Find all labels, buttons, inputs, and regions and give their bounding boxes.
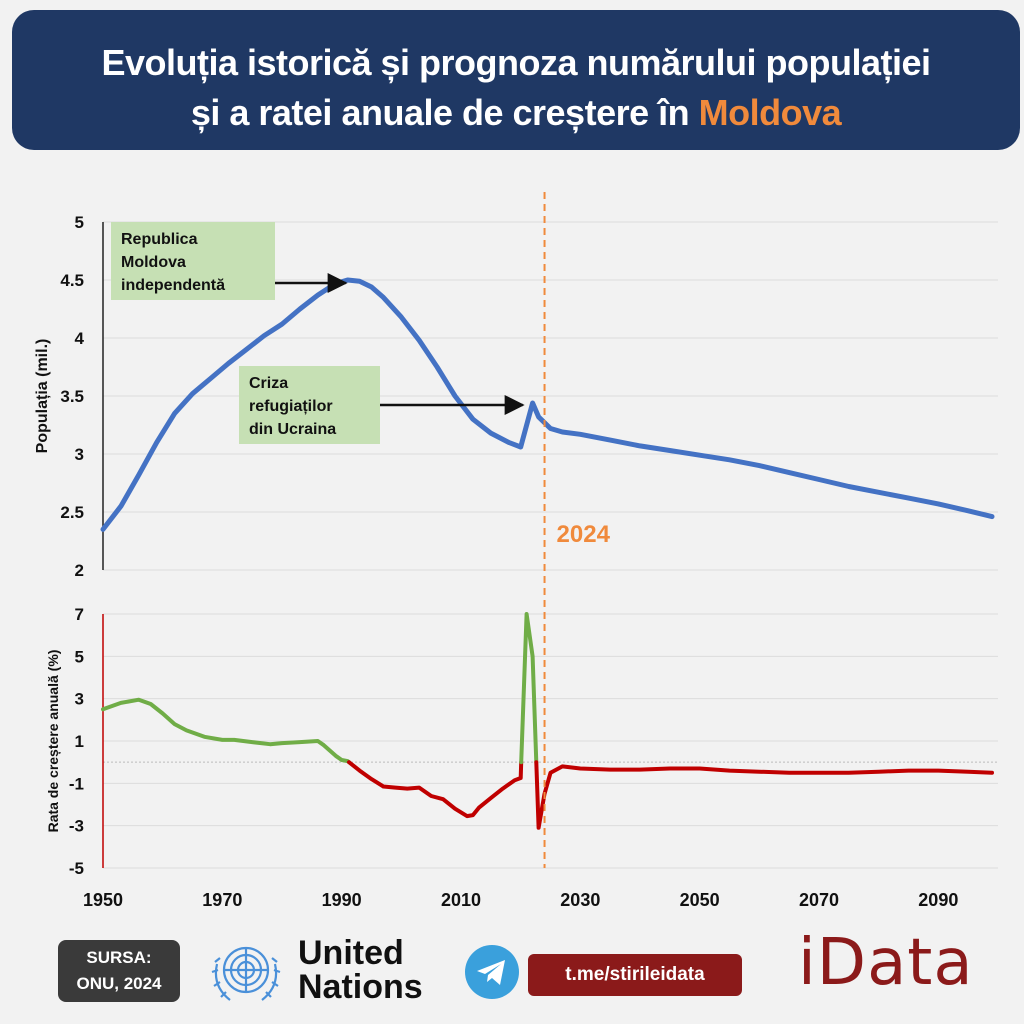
pop-tick-label: 3 xyxy=(75,445,84,464)
annotation-box xyxy=(111,222,275,300)
un-logo: United Nations xyxy=(206,934,436,1010)
annotation-text: Republica xyxy=(121,231,198,248)
annotation-text: Criza xyxy=(249,375,288,392)
x-tick-label: 2090 xyxy=(918,890,958,910)
un-wordmark: United Nations xyxy=(298,936,423,1004)
pop-tick-label: 3.5 xyxy=(60,387,84,406)
growth-tick-label: 3 xyxy=(75,690,84,709)
pop-tick-label: 2 xyxy=(75,561,84,580)
telegram-icon[interactable] xyxy=(464,944,520,1000)
x-tick-label: 1970 xyxy=(202,890,242,910)
source-value: ONU, 2024 xyxy=(76,974,162,993)
growth-tick-label: 1 xyxy=(75,732,84,751)
pop-tick-label: 4.5 xyxy=(60,271,84,290)
x-tick-label: 2070 xyxy=(799,890,839,910)
source-badge: SURSA: ONU, 2024 xyxy=(58,940,180,1002)
telegram-link[interactable]: t.me/stirileidata xyxy=(528,954,742,996)
growth-line-positive xyxy=(519,612,539,765)
growth-line-positive xyxy=(101,697,351,765)
forecast-year-label: 2024 xyxy=(557,521,611,548)
growth-tick-label: -3 xyxy=(69,817,84,836)
growth-y-axis-label: Rata de creștere anuală (%) xyxy=(45,650,61,833)
population-growth-chart: 2 2.5 3 3.5 4 4.5 5 Populația (mil.) -5 -3 -1 1 3 5 7 R… xyxy=(34,192,998,910)
title-line-1: Evoluția istorică și prognoza numărului … xyxy=(101,42,931,83)
annotation-text: Moldova xyxy=(121,254,186,271)
annotation-text: independentă xyxy=(121,277,225,294)
title-line-2: și a ratei anuale de creștere în Moldova xyxy=(12,88,1020,138)
annotation-text: din Ucraina xyxy=(249,421,336,438)
un-word-1: United xyxy=(298,934,404,972)
growth-tick-label: 7 xyxy=(75,605,84,624)
x-tick-label: 2050 xyxy=(680,890,720,910)
source-label: SURSA: xyxy=(86,948,152,967)
pop-tick-label: 2.5 xyxy=(60,503,84,522)
growth-tick-label: -1 xyxy=(69,774,84,793)
idata-logo: iData xyxy=(798,926,974,1000)
annotation-text: refugiaților xyxy=(249,398,333,415)
title-country: Moldova xyxy=(698,92,842,133)
x-tick-label: 2010 xyxy=(441,890,481,910)
growth-tick-label: 5 xyxy=(75,647,84,666)
annotation-box xyxy=(239,366,380,444)
x-tick-label: 2030 xyxy=(560,890,600,910)
population-line xyxy=(100,277,995,532)
un-emblem-icon xyxy=(211,946,281,1001)
un-word-2: Nations xyxy=(298,968,423,1006)
pop-y-axis-label: Populația (mil.) xyxy=(34,339,51,454)
pop-tick-label: 5 xyxy=(75,213,84,232)
growth-line-negative xyxy=(534,760,994,830)
title-line-2-prefix: și a ratei anuale de creștere în xyxy=(190,92,699,133)
growth-tick-label: -5 xyxy=(69,859,84,878)
title-banner: Evoluția istorică și prognoza numărului … xyxy=(12,10,1020,150)
x-tick-label: 1950 xyxy=(83,890,123,910)
growth-line-negative xyxy=(347,760,524,819)
pop-tick-label: 4 xyxy=(75,329,85,348)
x-tick-label: 1990 xyxy=(322,890,362,910)
